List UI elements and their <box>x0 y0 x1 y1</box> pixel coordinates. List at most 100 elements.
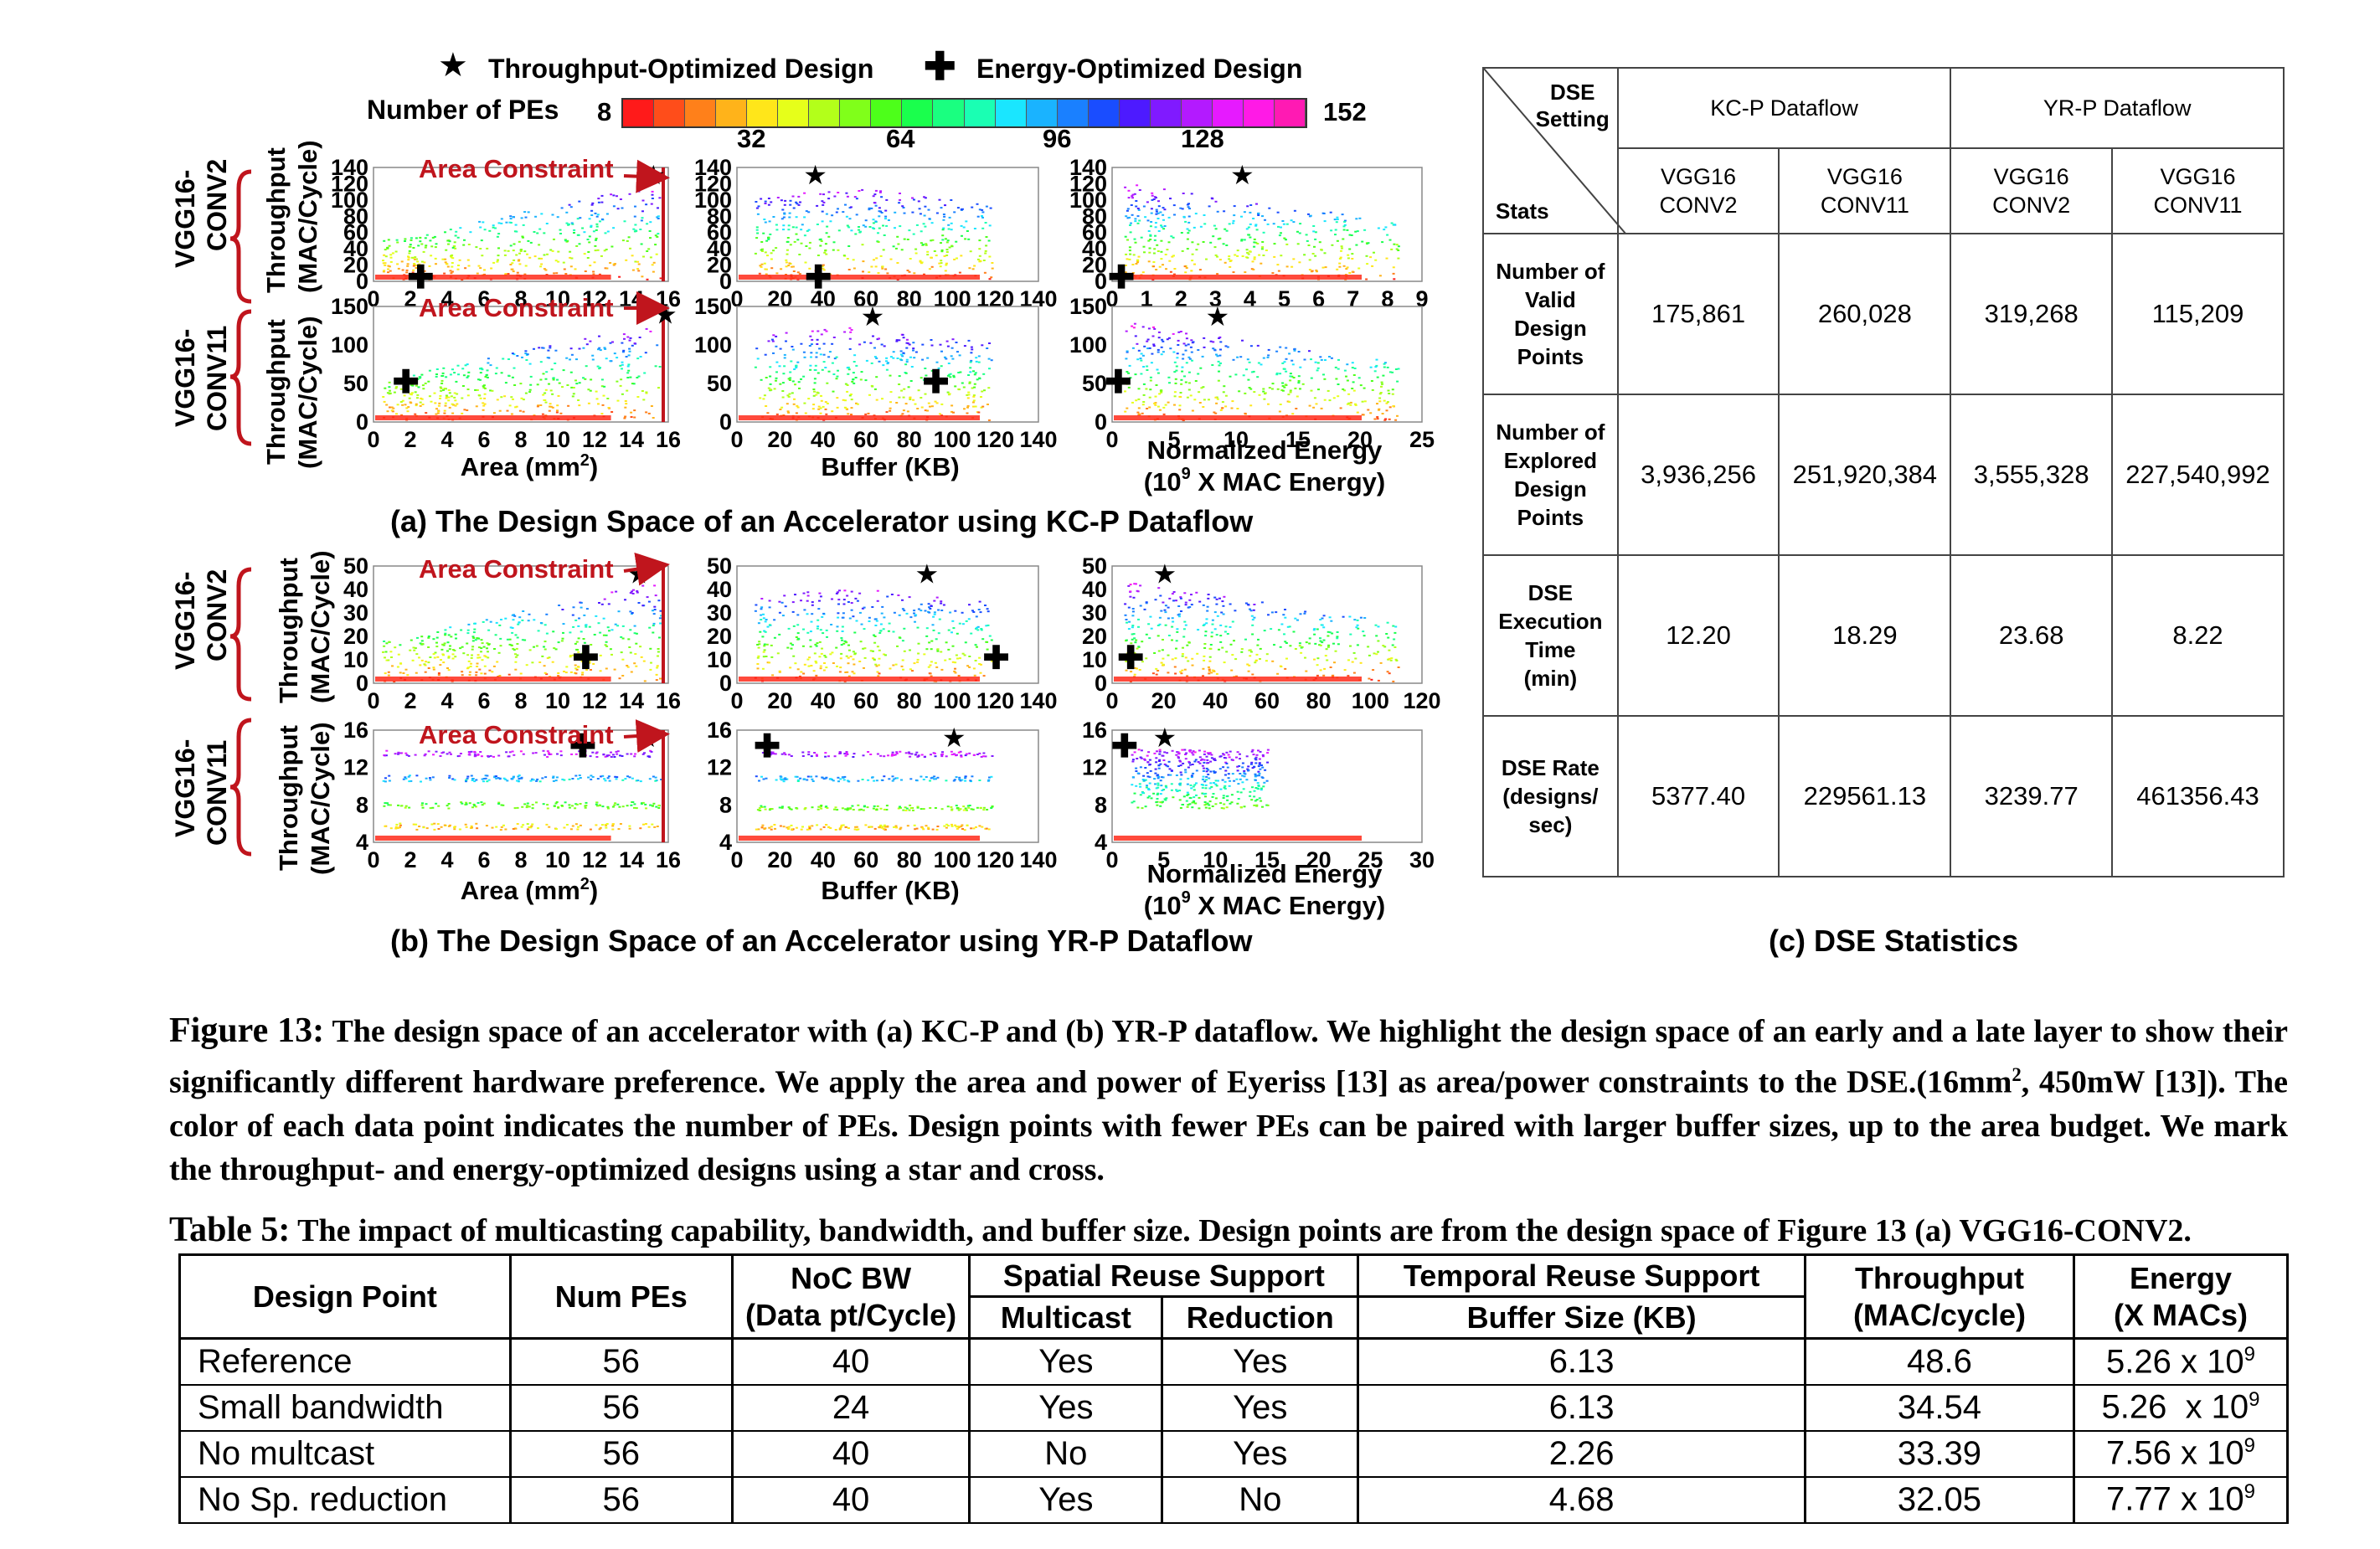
design-point <box>957 372 961 373</box>
design-point <box>1290 265 1294 268</box>
design-point <box>806 229 809 232</box>
design-point <box>448 406 451 409</box>
design-point <box>500 222 503 224</box>
design-point <box>1219 362 1222 364</box>
design-point <box>645 411 648 414</box>
design-point <box>1321 641 1324 644</box>
design-point <box>1319 640 1322 642</box>
design-point <box>975 826 977 828</box>
design-point <box>1157 250 1160 252</box>
design-point <box>1182 193 1185 194</box>
design-point <box>1228 258 1231 260</box>
design-point <box>533 347 535 350</box>
design-point <box>819 353 822 356</box>
design-point <box>384 262 387 265</box>
design-point <box>409 244 412 246</box>
design-point <box>1272 223 1275 225</box>
design-point <box>775 247 778 250</box>
design-point <box>645 807 647 810</box>
design-point <box>1173 214 1176 216</box>
design-point <box>907 751 910 754</box>
design-point <box>1127 584 1131 587</box>
design-point <box>639 229 642 230</box>
y-tick-label: 140 <box>1069 155 1107 180</box>
design-point <box>810 352 813 354</box>
design-point <box>528 389 532 391</box>
design-point <box>491 671 494 673</box>
design-point <box>935 778 937 780</box>
design-point <box>489 389 492 392</box>
design-point <box>482 402 485 404</box>
design-point <box>847 368 851 371</box>
design-point <box>1142 366 1146 368</box>
design-point <box>937 367 940 369</box>
design-point <box>987 624 990 626</box>
design-point <box>820 394 822 397</box>
design-point <box>1223 210 1226 213</box>
design-point <box>821 200 824 203</box>
design-point <box>1285 243 1289 245</box>
design-point <box>1373 251 1375 254</box>
design-point <box>467 371 471 373</box>
design-point <box>988 368 991 370</box>
design-point <box>950 410 953 413</box>
design-point <box>785 332 788 334</box>
design-point <box>569 631 572 634</box>
design-point <box>1146 201 1149 203</box>
design-point <box>569 671 573 673</box>
design-point <box>405 269 409 271</box>
x-tick-label: 4 <box>440 427 453 452</box>
low-pe-band <box>739 415 980 420</box>
design-point <box>823 328 827 331</box>
design-point <box>487 643 491 646</box>
design-point <box>420 780 422 783</box>
design-point <box>574 807 577 810</box>
design-point <box>566 384 569 386</box>
design-point <box>649 330 652 332</box>
design-point <box>803 216 806 219</box>
design-point <box>1187 215 1191 218</box>
design-point <box>768 809 771 811</box>
design-point <box>1214 396 1218 399</box>
design-point <box>571 805 574 807</box>
design-point <box>811 780 815 782</box>
design-point <box>591 751 595 754</box>
design-point <box>527 239 530 242</box>
design-point <box>431 806 435 809</box>
x-tick-label: 20 <box>767 688 792 713</box>
design-point <box>1312 629 1316 631</box>
design-point <box>1132 633 1136 636</box>
design-point <box>408 774 411 777</box>
design-point <box>895 826 899 829</box>
row-label-text: CONV11 <box>202 740 232 846</box>
design-point <box>510 644 513 646</box>
design-point <box>384 754 388 757</box>
design-point <box>1299 223 1302 225</box>
design-point <box>407 259 410 261</box>
design-point <box>930 754 932 756</box>
design-point <box>410 402 413 404</box>
design-point <box>459 647 462 650</box>
design-point <box>990 359 993 362</box>
design-point <box>443 409 446 412</box>
design-point <box>1388 406 1392 409</box>
design-point <box>470 662 472 665</box>
design-point <box>1169 198 1172 200</box>
design-point <box>795 201 798 203</box>
design-point <box>806 658 810 661</box>
design-point <box>763 805 766 808</box>
design-point <box>477 394 481 396</box>
design-point <box>917 200 920 203</box>
design-point <box>757 622 760 625</box>
design-point <box>641 753 645 755</box>
design-point <box>1213 628 1217 630</box>
design-point <box>479 248 482 250</box>
design-point <box>412 823 415 826</box>
design-point <box>1291 363 1295 366</box>
design-point <box>1233 640 1235 642</box>
design-point <box>1257 362 1260 364</box>
design-point <box>647 412 651 414</box>
design-point <box>1127 386 1131 389</box>
design-point <box>835 356 838 358</box>
design-point <box>1252 370 1255 373</box>
